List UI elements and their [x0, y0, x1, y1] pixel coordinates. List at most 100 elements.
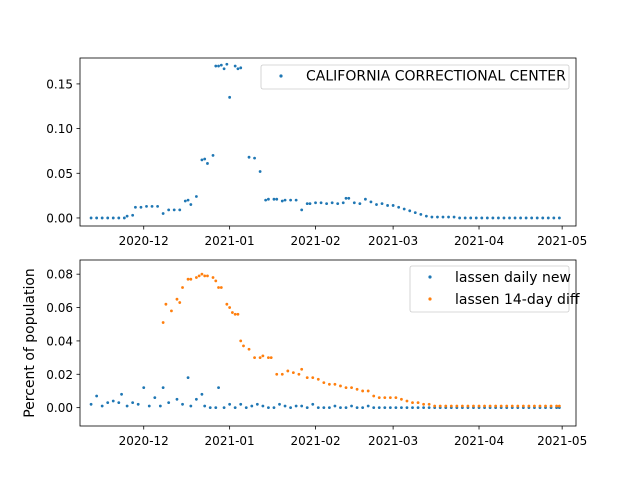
data-point-lassen-14-day-diff: [521, 404, 525, 408]
data-point-lassen-14-day-diff: [449, 404, 453, 408]
data-point-lassen-daily-new: [89, 402, 93, 406]
data-point-california-correctional-center: [447, 215, 450, 219]
data-point-lassen-daily-new: [344, 406, 348, 410]
data-point-california-correctional-center: [408, 209, 412, 213]
data-point-lassen-14-day-diff: [206, 274, 209, 278]
data-point-california-correctional-center: [289, 198, 292, 202]
data-point-lassen-daily-new: [147, 404, 151, 408]
data-point-lassen-daily-new: [100, 404, 104, 408]
data-point-california-correctional-center: [145, 204, 148, 208]
data-point-lassen-14-day-diff: [411, 401, 414, 405]
data-point-lassen-14-day-diff: [505, 404, 509, 408]
data-point-lassen-daily-new: [106, 401, 110, 405]
data-point-lassen-14-day-diff: [258, 356, 262, 359]
data-point-california-correctional-center: [502, 216, 506, 220]
data-point-lassen-14-day-diff: [377, 396, 381, 400]
data-point-lassen-14-day-diff: [355, 387, 359, 391]
data-point-lassen-14-day-diff: [494, 404, 498, 408]
y-tick-label: 0.10: [46, 122, 73, 136]
data-point-lassen-daily-new: [283, 404, 287, 408]
data-point-lassen-14-day-diff: [427, 402, 431, 406]
data-point-lassen-daily-new: [203, 404, 207, 408]
data-point-lassen-14-day-diff: [217, 286, 220, 289]
data-point-lassen-daily-new: [316, 406, 320, 410]
data-point-lassen-14-day-diff: [219, 286, 223, 289]
legend-label-california-correctional-center: CALIFORNIA CORRECTIONAL CENTER: [306, 69, 566, 85]
data-point-california-correctional-center: [95, 216, 99, 220]
data-point-lassen-daily-new: [361, 406, 365, 410]
data-point-california-correctional-center: [424, 214, 428, 218]
data-point-california-correctional-center: [233, 64, 237, 68]
series-marks-top: [89, 62, 561, 220]
x-tick-label: 2021-04: [454, 434, 504, 448]
data-point-california-correctional-center: [122, 216, 126, 220]
data-point-california-correctional-center: [253, 156, 256, 160]
data-point-lassen-daily-new: [181, 402, 184, 406]
data-point-lassen-14-day-diff: [416, 401, 420, 405]
data-point-lassen-14-day-diff: [388, 396, 392, 400]
data-point-lassen-14-day-diff: [231, 311, 234, 314]
data-point-california-correctional-center: [344, 196, 348, 200]
data-point-lassen-14-day-diff: [339, 384, 342, 388]
data-point-california-correctional-center: [541, 216, 545, 220]
y-tick-label: 0.00: [46, 211, 73, 225]
data-point-lassen-14-day-diff: [305, 376, 309, 380]
data-point-california-correctional-center: [89, 216, 93, 220]
data-point-lassen-14-day-diff: [405, 399, 409, 403]
data-point-lassen-14-day-diff: [483, 404, 486, 408]
data-point-lassen-14-day-diff: [275, 372, 279, 376]
data-point-california-correctional-center: [436, 215, 439, 219]
data-point-california-correctional-center: [172, 208, 176, 212]
data-point-california-correctional-center: [314, 201, 317, 205]
data-point-lassen-daily-new: [255, 402, 259, 406]
data-point-california-correctional-center: [375, 203, 378, 206]
x-tick-label: 2021-05: [537, 234, 587, 248]
data-point-california-correctional-center: [280, 199, 284, 203]
data-point-california-correctional-center: [391, 204, 395, 207]
data-point-lassen-14-day-diff: [400, 397, 403, 401]
x-tick-label: 2021-02: [290, 234, 340, 248]
data-point-california-correctional-center: [239, 66, 243, 70]
data-point-california-correctional-center: [535, 216, 539, 220]
data-point-california-correctional-center: [258, 170, 262, 173]
y-axis-ticks-bottom: 0.00 0.02 0.04 0.06 0.08: [46, 268, 80, 415]
data-point-lassen-14-day-diff: [477, 404, 481, 408]
data-point-lassen-daily-new: [194, 397, 198, 401]
y-tick-label: 0.05: [46, 167, 73, 181]
data-point-california-correctional-center: [474, 216, 478, 220]
data-point-california-correctional-center: [419, 212, 423, 216]
data-point-lassen-14-day-diff: [433, 404, 437, 408]
data-point-california-correctional-center: [117, 216, 121, 220]
data-point-lassen-daily-new: [153, 396, 157, 400]
y-tick-label: 0.06: [46, 301, 73, 315]
data-point-lassen-daily-new: [158, 404, 162, 408]
data-point-lassen-14-day-diff: [214, 279, 218, 283]
x-tick-label: 2020-12: [119, 434, 169, 448]
data-point-california-correctional-center: [341, 201, 345, 205]
data-point-california-correctional-center: [497, 216, 500, 220]
data-point-lassen-daily-new: [305, 406, 309, 410]
data-point-lassen-daily-new: [111, 399, 115, 403]
data-point-lassen-daily-new: [339, 406, 342, 410]
data-point-california-correctional-center: [552, 216, 556, 220]
data-point-california-correctional-center: [167, 208, 171, 212]
data-point-california-correctional-center: [308, 202, 312, 206]
data-point-lassen-14-day-diff: [557, 404, 561, 408]
y-axis-ticks-top: 0.00 0.05 0.10 0.15: [46, 77, 80, 225]
y-tick-label: 0.04: [46, 334, 73, 348]
data-point-california-correctional-center: [441, 215, 445, 219]
data-point-lassen-14-day-diff: [181, 286, 184, 289]
data-point-lassen-14-day-diff: [261, 354, 265, 358]
data-point-lassen-daily-new: [422, 406, 425, 410]
data-point-lassen-14-day-diff: [239, 339, 243, 343]
data-point-california-correctional-center: [100, 216, 104, 220]
data-point-lassen-daily-new: [427, 406, 431, 410]
data-point-california-correctional-center: [283, 198, 287, 202]
data-point-california-correctional-center: [236, 67, 240, 71]
data-point-lassen-14-day-diff: [533, 404, 536, 408]
data-point-lassen-14-day-diff: [499, 404, 503, 408]
data-point-california-correctional-center: [217, 64, 220, 68]
data-point-lassen-daily-new: [383, 406, 387, 410]
data-point-california-correctional-center: [300, 208, 304, 212]
data-point-lassen-14-day-diff: [161, 321, 165, 324]
